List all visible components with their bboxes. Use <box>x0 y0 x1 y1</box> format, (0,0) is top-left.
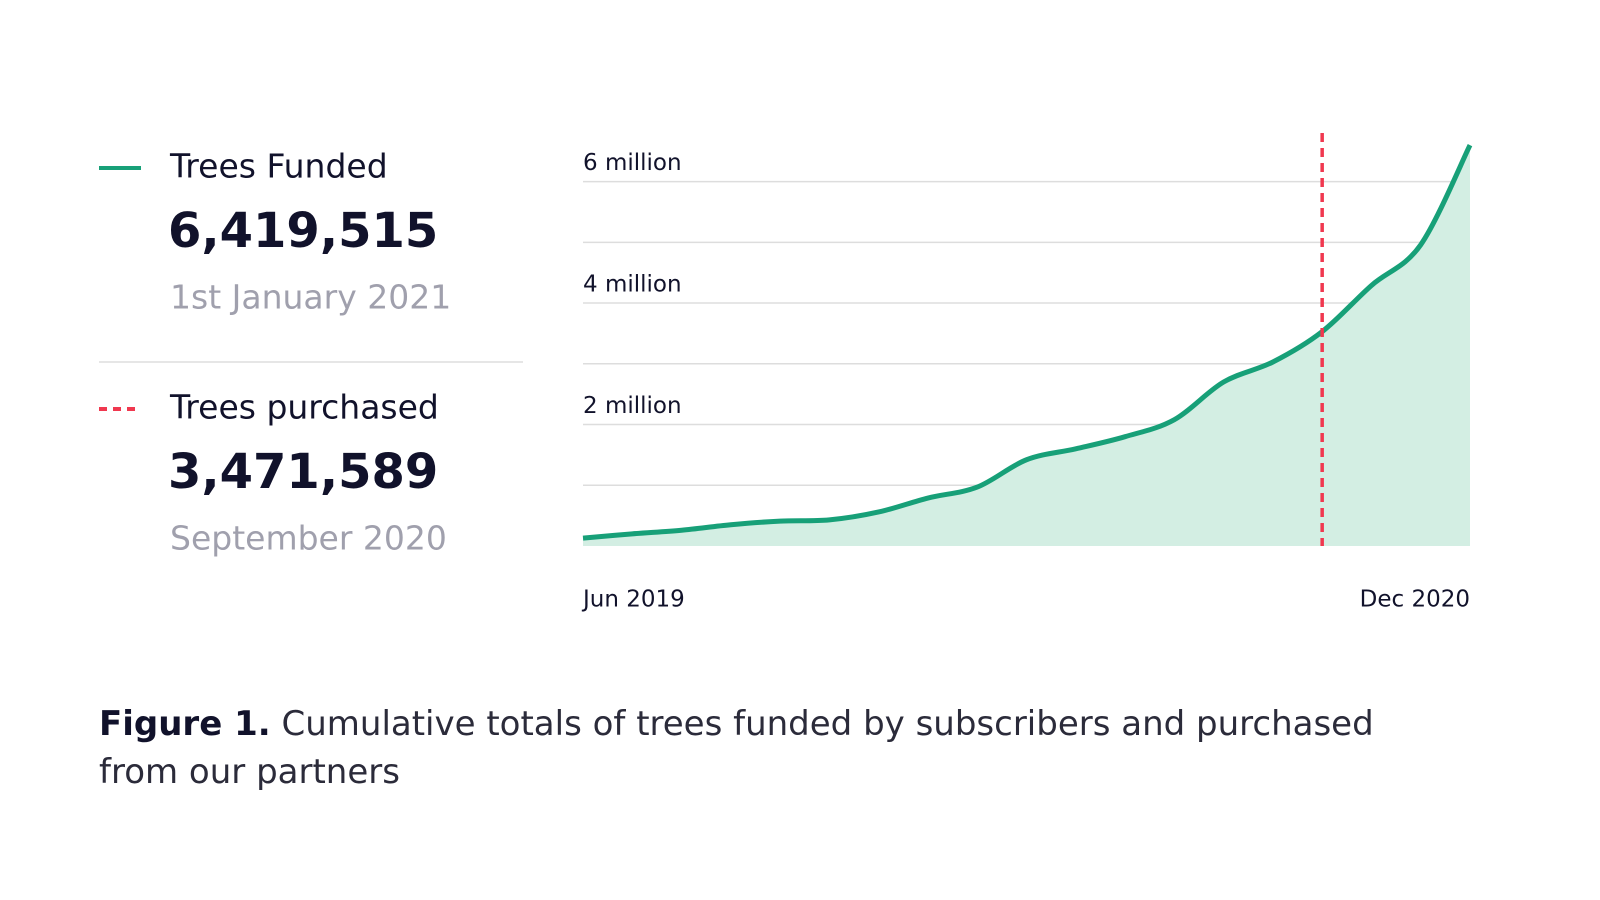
legend-date: 1st January 2021 <box>170 278 451 317</box>
y-tick-label: 6 million <box>583 150 682 176</box>
caption: Figure 1. Cumulative totals of trees fun… <box>99 700 1429 796</box>
y-tick-label: 2 million <box>583 393 682 419</box>
legend-name: Trees Funded <box>169 147 388 186</box>
x-tick-label: Dec 2020 <box>1360 587 1470 613</box>
legend-date: September 2020 <box>170 519 447 558</box>
legend-value: 6,419,515 <box>168 203 438 259</box>
y-tick-label: 4 million <box>583 272 682 298</box>
legend-value: 3,471,589 <box>168 444 438 500</box>
caption-text: Cumulative totals of trees funded by sub… <box>99 704 1374 792</box>
line <box>582 144 1473 541</box>
legend-name: Trees purchased <box>169 388 439 427</box>
area <box>583 145 1470 546</box>
caption-label: Figure 1. <box>99 704 271 744</box>
x-tick-label: Jun 2019 <box>581 587 685 613</box>
